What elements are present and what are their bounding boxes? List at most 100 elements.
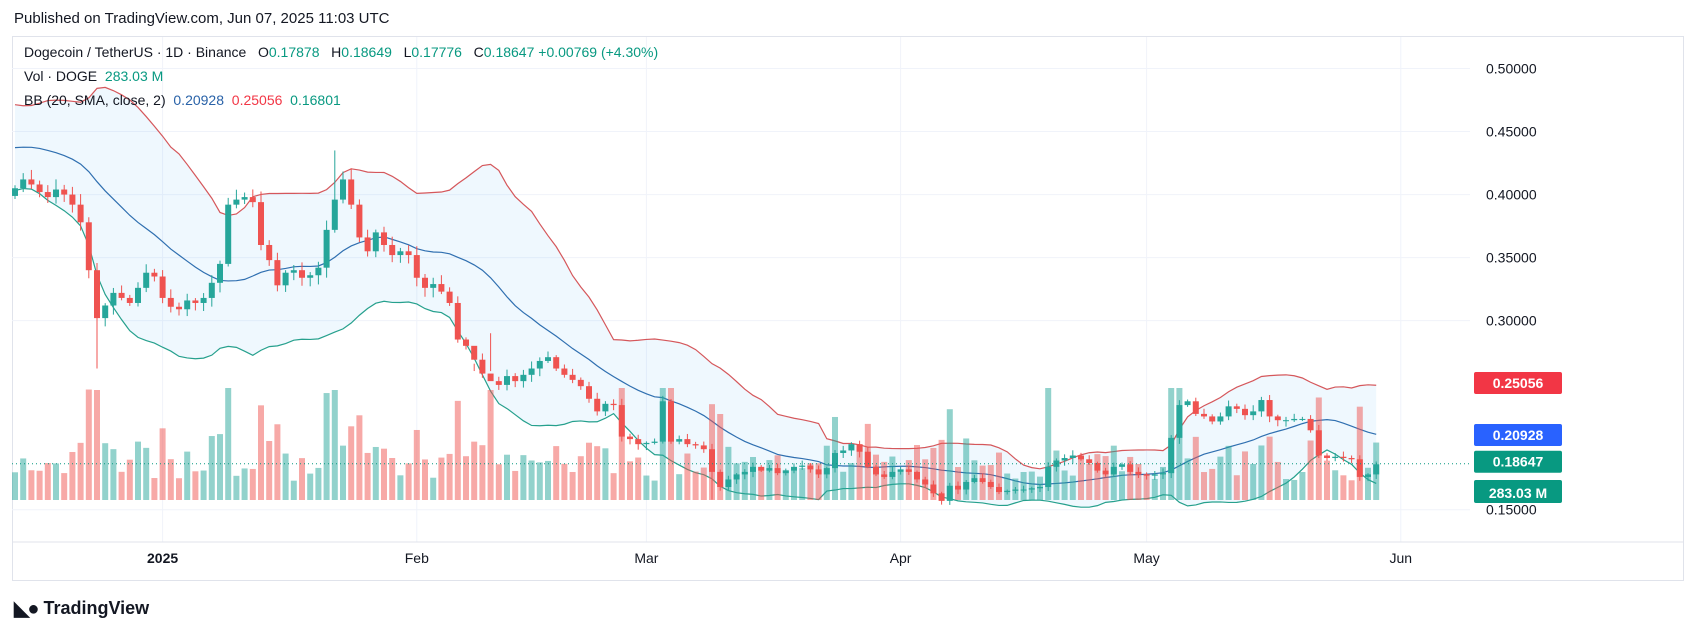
candle-body [881, 474, 888, 477]
volume-bar [184, 451, 191, 500]
volume-bar [782, 469, 789, 500]
candle-body [676, 439, 683, 442]
volume-bar [217, 434, 223, 500]
candle-body [1209, 416, 1216, 422]
volume-bar [930, 447, 937, 500]
tradingview-mark-icon: ◣● [14, 598, 40, 620]
volume-bar [1160, 466, 1166, 500]
published-header: Published on TradingView.com, Jun 07, 20… [14, 10, 390, 27]
candle-body [1217, 416, 1224, 422]
legend-h-label: H [331, 44, 342, 60]
candle-body [1135, 471, 1142, 475]
candle-body [389, 244, 396, 256]
volume-bar [1045, 388, 1052, 500]
volume-bar [12, 472, 18, 500]
volume-bar [1307, 440, 1314, 500]
volume-bar [1324, 460, 1330, 500]
volume-bar [873, 454, 879, 500]
volume-bar [118, 471, 125, 500]
legend-bb-label: BB (20, SMA, close, 2) [24, 92, 166, 108]
price-tag-label: 0.18647 [1493, 454, 1544, 470]
volume-bar [135, 441, 141, 500]
legend-bb-upper: 0.25056 [231, 92, 283, 108]
volume-bar [315, 467, 322, 500]
legend-symbol[interactable]: Dogecoin / TetherUS · 1D · Binance [24, 44, 247, 60]
volume-bar [684, 453, 691, 500]
legend-ohlc[interactable]: Dogecoin / TetherUS · 1D · Binance O0.17… [24, 44, 658, 60]
candle-body [413, 255, 420, 278]
candle-body [77, 204, 84, 223]
candle-body [307, 275, 314, 278]
volume-bar [1250, 464, 1257, 500]
tradingview-brand-text: TradingView [43, 598, 150, 618]
candle-body [167, 297, 174, 307]
candle-body [1315, 430, 1322, 456]
y-tick-label: 0.35000 [1486, 250, 1537, 266]
volume-bar [299, 458, 305, 500]
candle-body [1266, 400, 1273, 417]
volume-bar [1209, 468, 1216, 500]
volume-bar [840, 471, 847, 500]
candle-body [1356, 459, 1363, 477]
volume-bar [282, 453, 289, 500]
volume-bar [1242, 451, 1248, 500]
volume-bar [266, 441, 273, 500]
candle-body [36, 184, 43, 193]
volume-bar [397, 475, 404, 500]
candle-body [94, 270, 100, 319]
volume-bar [20, 458, 27, 500]
x-tick-label: Feb [405, 550, 429, 566]
volume-bar [463, 456, 469, 500]
volume-bar [545, 460, 551, 500]
volume-bar [856, 447, 863, 500]
volume-bar [126, 459, 133, 500]
candle-body [1004, 490, 1011, 493]
candle-body [282, 272, 289, 286]
candle-body [659, 401, 666, 442]
candle-body [487, 373, 494, 382]
chart-frame[interactable] [12, 36, 1684, 581]
candle-body [528, 368, 535, 375]
price-tag [1474, 450, 1562, 473]
candle-body [118, 292, 125, 298]
candle-body [717, 471, 724, 488]
volume-bar [495, 464, 502, 500]
candle-body [331, 199, 338, 230]
candle-body [1094, 463, 1101, 471]
candle-body [61, 189, 68, 195]
volume-bar [274, 424, 281, 500]
volume-bar [413, 429, 420, 500]
tradingview-logo[interactable]: ◣● TradingView [14, 596, 149, 621]
candle-body [405, 251, 412, 256]
candle-body [1028, 488, 1035, 490]
legend-high: 0.18649 [341, 44, 392, 60]
volume-bar [1061, 470, 1068, 500]
volume-bar [766, 460, 773, 500]
volume-bar [381, 448, 387, 500]
candle-body [586, 386, 592, 399]
volume-bar [1192, 436, 1199, 500]
volume-bar [1274, 461, 1281, 500]
candle-body [758, 466, 765, 471]
volume-bar [422, 459, 428, 500]
volume-bar [569, 471, 576, 500]
candle-body [454, 302, 461, 340]
legend-volume[interactable]: Vol · DOGE 283.03 M [24, 68, 163, 84]
candle-body [774, 468, 781, 474]
candle-body [864, 451, 871, 467]
candle-body [143, 272, 150, 288]
y-tick-label: 0.30000 [1486, 313, 1537, 329]
candle-body [1348, 458, 1355, 460]
volume-bar [1356, 406, 1363, 500]
candle-body [823, 468, 830, 475]
volume-bar [1340, 475, 1347, 500]
volume-bar [1258, 445, 1265, 500]
candle-body [610, 403, 617, 406]
candle-body [1061, 458, 1068, 461]
candle-body [323, 229, 330, 268]
candle-body [110, 292, 117, 306]
candle-body [102, 305, 109, 319]
legend-bb[interactable]: BB (20, SMA, close, 2) 0.20928 0.25056 0… [24, 92, 341, 108]
candle-body [463, 339, 469, 346]
